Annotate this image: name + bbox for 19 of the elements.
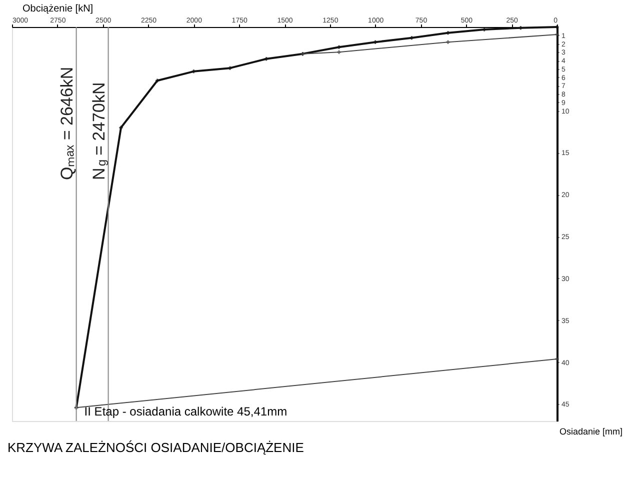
point	[555, 357, 559, 361]
ref-line-label: Ng = 2470kN	[89, 82, 108, 180]
point	[155, 78, 160, 83]
point	[192, 70, 196, 74]
point	[410, 36, 414, 40]
point	[337, 45, 341, 49]
point	[482, 28, 486, 32]
point	[518, 26, 523, 30]
point	[228, 66, 232, 70]
point	[264, 56, 268, 61]
x-axis-title: Obciążenie [kN]	[22, 4, 94, 14]
point	[373, 40, 378, 44]
ref-line-label: Qₘₐₓ = 2646kN	[57, 66, 76, 180]
annotation: II Etap - osiadania calkowite 45,41mm	[84, 404, 288, 419]
y-axis-title: Osiadanie [mm]	[560, 426, 623, 436]
text: KRZYWA ZALEŻNOŚCI OSIADANIE/OBCIĄŻENIE	[8, 440, 304, 455]
point	[119, 126, 123, 130]
point	[446, 40, 450, 44]
point	[555, 32, 559, 36]
